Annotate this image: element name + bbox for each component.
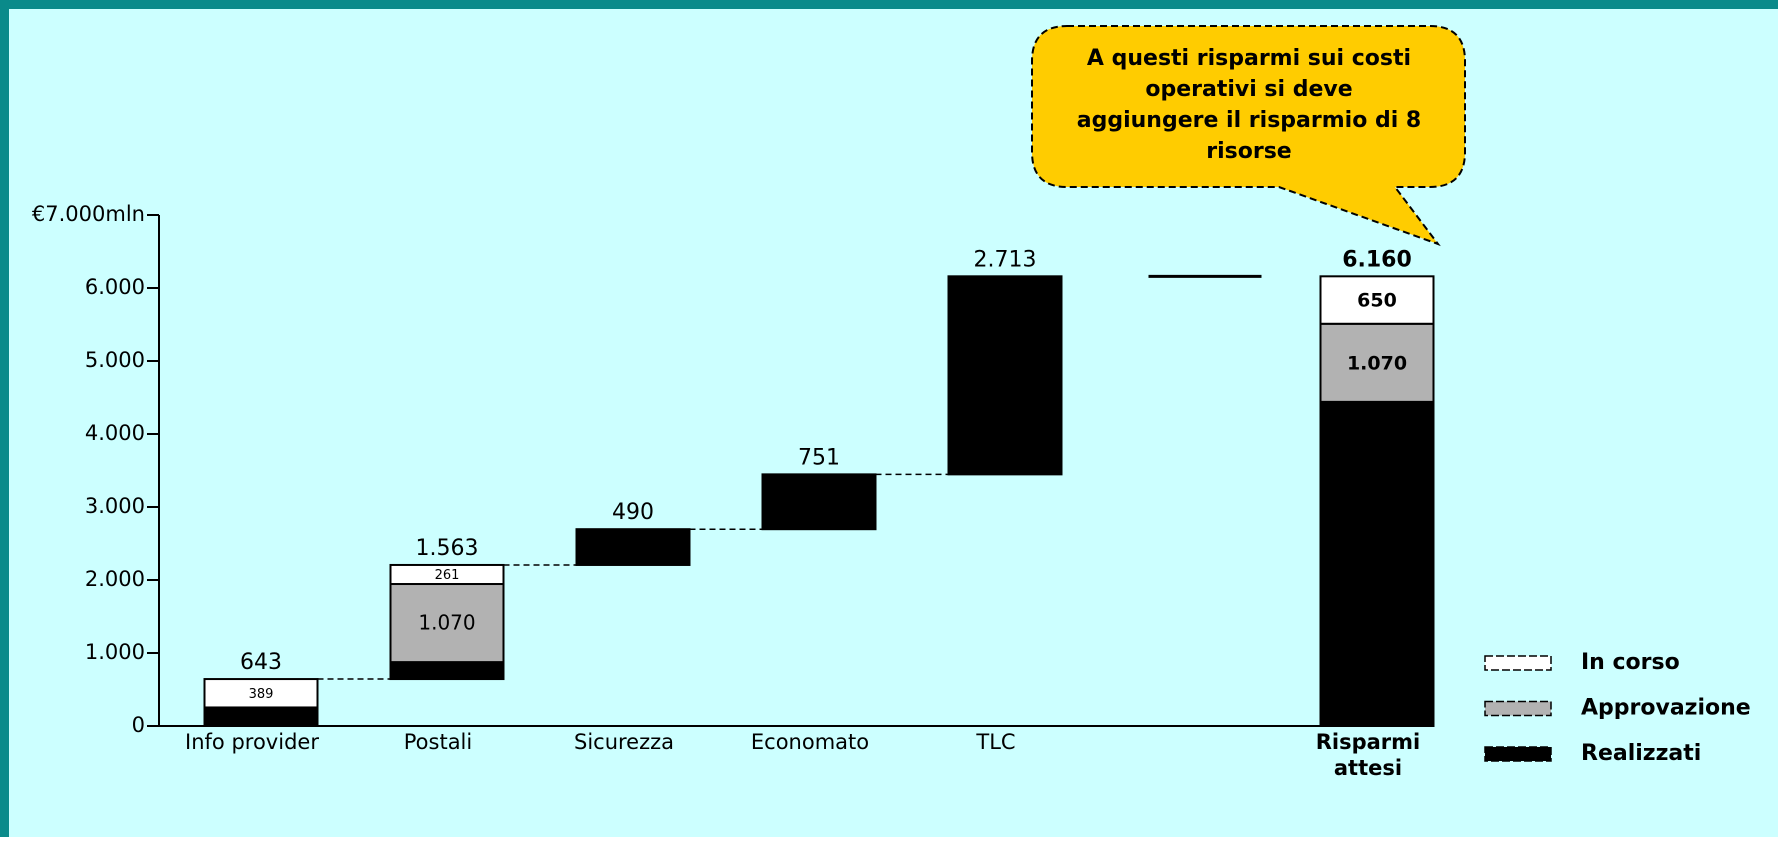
bar-segment	[203, 678, 319, 709]
segment-label: 261	[435, 568, 460, 583]
chart: 0 1.000 2.000 3.000 4.000 5.000 6.000 €7.000mln…	[32, 25, 1751, 766]
total-label: 6.160	[1342, 247, 1412, 272]
x-tick-label: Economato	[750, 730, 870, 754]
bar-segment	[1319, 322, 1435, 403]
y-tick-label: 6.000	[85, 275, 145, 299]
legend-swatch	[1484, 746, 1552, 762]
segment-label: 232	[435, 664, 460, 679]
y-tick-label: 1.000	[85, 640, 145, 664]
legend-label: In corso	[1581, 650, 1680, 675]
segment-label: 4.440	[1347, 553, 1407, 575]
callout-bubble	[1031, 25, 1466, 247]
segment-label: 650	[1357, 290, 1397, 312]
segment-label: 1.070	[418, 611, 475, 635]
y-tick-label: 0	[132, 713, 145, 737]
legend-label: Approvazione	[1581, 696, 1751, 721]
x-tick-label: TLC	[976, 730, 1016, 754]
legend-swatch	[1484, 700, 1552, 717]
bar-segment	[575, 528, 691, 566]
legend-swatch	[1484, 655, 1552, 671]
y-tick-label: 5.000	[85, 348, 145, 372]
total-label: 1.563	[416, 536, 479, 561]
bar-segment	[761, 473, 877, 531]
bar-segment	[389, 583, 505, 664]
y-tick-label: €7.000mln	[32, 202, 145, 226]
x-tick-label: Postali	[403, 730, 473, 754]
x-tick-label: Info provider	[185, 730, 319, 754]
segment-label: 1.070	[1347, 352, 1407, 374]
bar-segment	[1319, 275, 1435, 325]
legend-label: Realizzati	[1581, 741, 1701, 766]
segment-label: 254	[249, 710, 274, 725]
total-label: 643	[240, 650, 282, 675]
x-tick-label: Sicurezza	[573, 730, 675, 754]
total-label: 2.713	[974, 247, 1037, 272]
y-tick-label: 2.000	[85, 567, 145, 591]
y-tick-label: 3.000	[85, 494, 145, 518]
bar-segment	[947, 275, 1063, 476]
callout-text: A questi risparmi sui costi operativi si…	[1076, 46, 1422, 164]
bar-segment	[389, 563, 505, 586]
segment-label: 389	[249, 687, 274, 702]
y-tick-label: 4.000	[85, 421, 145, 445]
total-label: 490	[612, 500, 654, 525]
x-tick-label: Risparmi attesi	[1315, 730, 1421, 780]
total-label: 751	[798, 445, 840, 470]
